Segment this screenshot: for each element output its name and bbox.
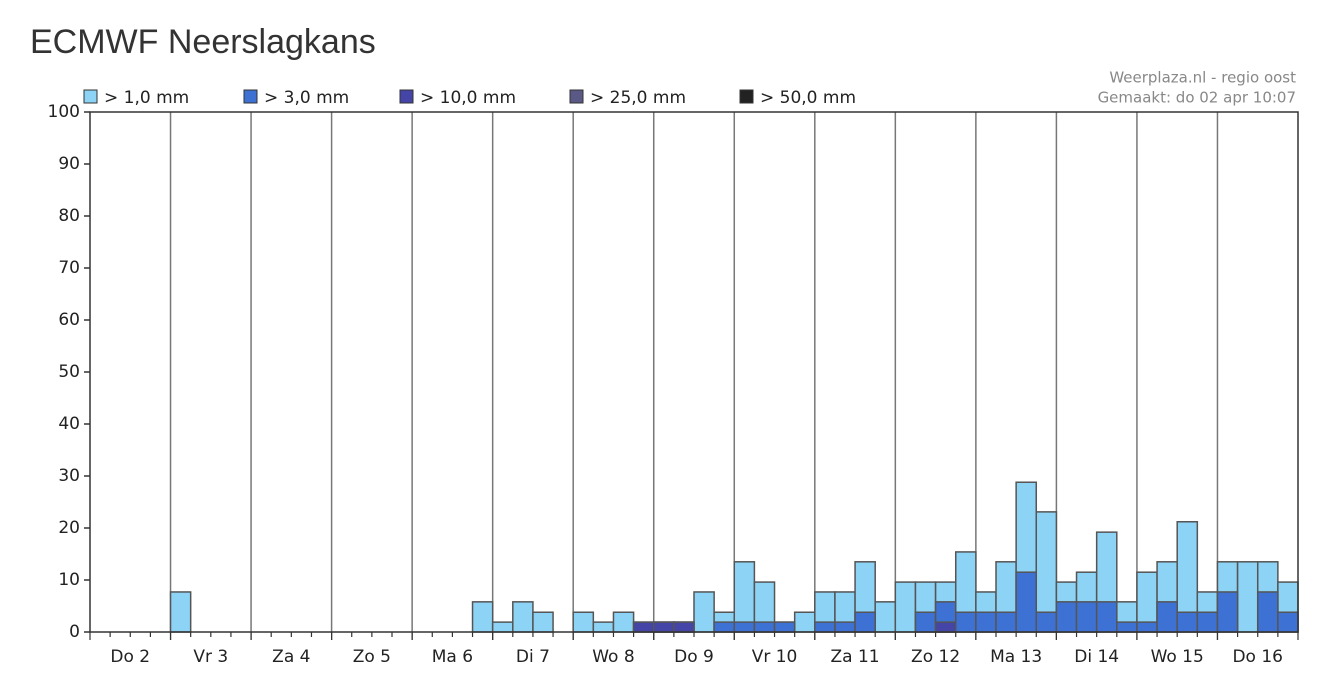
legend-swatch — [243, 89, 258, 104]
bar — [1015, 571, 1038, 633]
x-tick-label: Di 14 — [1074, 647, 1119, 667]
bar — [491, 621, 514, 633]
bar — [532, 611, 554, 633]
source-note: Weerplaza.nl - regio oost — [1109, 69, 1296, 87]
made-note: Gemaakt: do 02 apr 10:07 — [1098, 89, 1296, 107]
bar — [592, 621, 615, 633]
bar — [1116, 621, 1138, 633]
bar — [471, 601, 494, 633]
y-tick-label: 0 — [69, 622, 80, 642]
legend-swatch — [569, 89, 584, 104]
x-tick-label: Za 4 — [272, 647, 310, 667]
x-tick-label: Wo 15 — [1151, 647, 1204, 667]
legend-swatch — [399, 89, 414, 104]
bar — [693, 591, 715, 633]
bar — [874, 601, 897, 633]
bar — [733, 621, 756, 633]
bar — [753, 621, 776, 633]
legend-label: > 25,0 mm — [590, 88, 686, 108]
x-tick-label: Wo 8 — [592, 647, 634, 667]
x-tick-label: Vr 3 — [193, 647, 228, 667]
legend-swatch — [739, 89, 754, 104]
x-tick-label: Zo 5 — [353, 647, 391, 667]
bar — [975, 611, 997, 633]
bar — [713, 621, 736, 633]
x-tick-label: Do 2 — [110, 647, 150, 667]
legend-label: > 1,0 mm — [104, 88, 189, 108]
bar — [169, 591, 192, 633]
x-tick-label: Za 11 — [831, 647, 880, 667]
bar — [954, 611, 977, 633]
bar — [854, 611, 876, 633]
y-tick-label: 60 — [58, 310, 80, 330]
bar — [1055, 601, 1078, 633]
x-tick-label: Do 9 — [674, 647, 714, 667]
x-tick-label: Zo 12 — [911, 647, 960, 667]
bar — [632, 621, 655, 633]
legend-swatch — [83, 89, 98, 104]
bar — [793, 611, 816, 633]
x-tick-label: Ma 13 — [990, 647, 1042, 667]
chart-title: ECMWF Neerslagkans — [30, 23, 376, 61]
y-tick-label: 100 — [48, 102, 80, 122]
y-tick-label: 80 — [58, 206, 80, 226]
bar — [914, 611, 937, 633]
y-tick-label: 70 — [58, 258, 80, 278]
y-tick-label: 30 — [58, 466, 80, 486]
bar — [1236, 561, 1259, 633]
bar — [1035, 611, 1058, 633]
y-tick-label: 40 — [58, 414, 80, 434]
bar — [1136, 621, 1158, 633]
bar — [1075, 601, 1098, 633]
x-tick-label: Vr 10 — [752, 647, 798, 667]
y-tick-label: 20 — [58, 518, 80, 538]
bar — [652, 621, 675, 633]
bar — [834, 621, 856, 633]
bar — [1277, 611, 1299, 633]
bar — [1156, 601, 1178, 633]
bar — [814, 621, 836, 633]
legend-label: > 50,0 mm — [760, 88, 856, 108]
bar — [673, 621, 695, 633]
bar — [1196, 611, 1219, 633]
bar — [934, 621, 957, 633]
bar — [773, 621, 796, 633]
y-tick-label: 90 — [58, 154, 80, 174]
bar — [894, 581, 917, 633]
y-tick-label: 50 — [58, 362, 80, 382]
x-tick-label: Di 7 — [516, 647, 550, 667]
bar — [1256, 591, 1279, 633]
bar — [612, 611, 635, 633]
bar — [1176, 611, 1199, 633]
legend-label: > 3,0 mm — [264, 88, 349, 108]
bar — [512, 601, 534, 633]
y-tick-label: 10 — [58, 570, 80, 590]
x-tick-label: Ma 6 — [432, 647, 473, 667]
bar — [1216, 591, 1239, 633]
legend-label: > 10,0 mm — [420, 88, 516, 108]
bar — [995, 611, 1017, 633]
bar — [572, 611, 595, 633]
bar — [1095, 601, 1118, 633]
x-tick-label: Do 16 — [1232, 647, 1283, 667]
